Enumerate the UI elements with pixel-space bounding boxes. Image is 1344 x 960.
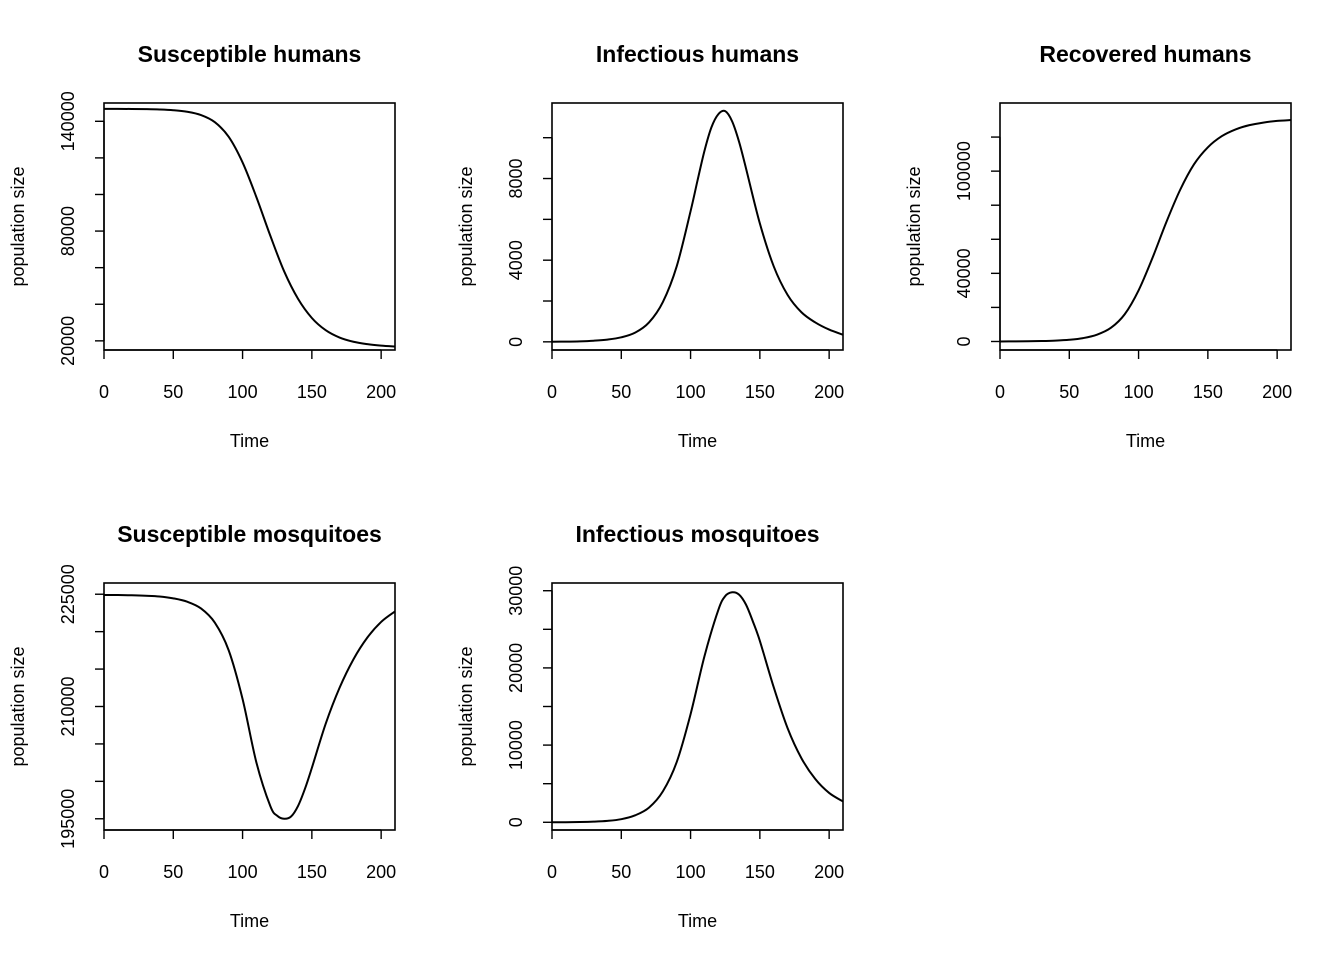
y-tick-label: 225000 [58, 564, 78, 624]
y-tick-label: 4000 [506, 240, 526, 280]
y-tick-label: 210000 [58, 676, 78, 736]
y-tick-label: 100000 [954, 141, 974, 201]
y-tick-label: 0 [954, 336, 974, 346]
series-line-0 [551, 591, 844, 824]
x-tick-label: 200 [814, 382, 844, 402]
panel-0: Susceptible humans 0 50 100 150 200 Time 20000 8… [8, 41, 396, 451]
x-tick-label: 0 [547, 862, 557, 882]
x-tick-label: 100 [228, 862, 258, 882]
y-axis-label: population size [8, 166, 28, 286]
y-tick-label: 80000 [58, 206, 78, 256]
x-axis-label: Time [678, 911, 717, 931]
plot-frame [999, 102, 1292, 351]
y-axis-label: population size [456, 646, 476, 766]
y-tick-label: 10000 [506, 720, 526, 770]
y-tick-label: 40000 [954, 248, 974, 298]
x-tick-label: 50 [1059, 382, 1079, 402]
x-tick-label: 150 [745, 382, 775, 402]
panel-1: Infectious humans 0 50 100 150 200 Time 0 4000 80… [456, 41, 844, 451]
plot-frame [103, 102, 396, 351]
panel-2: Recovered humans 0 50 100 150 200 Time 0 40000 10… [904, 41, 1292, 451]
x-tick-label: 200 [1262, 382, 1292, 402]
x-tick-label: 200 [366, 862, 396, 882]
x-tick-label: 150 [1193, 382, 1223, 402]
y-axis-label: population size [8, 646, 28, 766]
chart-title: Susceptible humans [138, 41, 362, 67]
y-tick-label: 20000 [506, 643, 526, 693]
x-tick-label: 0 [99, 862, 109, 882]
x-tick-label: 50 [611, 382, 631, 402]
x-tick-label: 150 [297, 382, 327, 402]
x-tick-label: 0 [547, 382, 557, 402]
y-tick-label: 20000 [58, 316, 78, 366]
series-line-0 [103, 593, 396, 820]
x-tick-label: 100 [1124, 382, 1154, 402]
x-tick-label: 0 [995, 382, 1005, 402]
series-line-0 [999, 119, 1292, 343]
x-tick-label: 50 [611, 862, 631, 882]
y-tick-label: 0 [506, 817, 526, 827]
plot-frame [103, 582, 396, 831]
chart-title: Recovered humans [1039, 41, 1251, 67]
plot-frame [551, 102, 844, 351]
x-tick-label: 0 [99, 382, 109, 402]
x-axis-label: Time [230, 431, 269, 451]
x-axis-label: Time [1126, 431, 1165, 451]
y-tick-label: 30000 [506, 566, 526, 616]
panel-3: Susceptible mosquitoes 0 50 100 150 200 Time 19… [8, 521, 396, 931]
chart-title: Susceptible mosquitoes [117, 521, 382, 547]
x-tick-label: 150 [745, 862, 775, 882]
x-tick-label: 50 [163, 862, 183, 882]
x-tick-label: 50 [163, 382, 183, 402]
chart-title: Infectious humans [596, 41, 799, 67]
x-tick-label: 200 [814, 862, 844, 882]
plot-frame [551, 582, 844, 831]
chart-title: Infectious mosquitoes [575, 521, 819, 547]
series-line-0 [103, 107, 396, 348]
x-tick-label: 100 [228, 382, 258, 402]
x-tick-label: 200 [366, 382, 396, 402]
y-axis-label: population size [456, 166, 476, 286]
y-tick-label: 140000 [58, 91, 78, 151]
y-tick-label: 0 [506, 337, 526, 347]
x-tick-label: 100 [676, 862, 706, 882]
x-tick-label: 150 [297, 862, 327, 882]
x-tick-label: 100 [676, 382, 706, 402]
x-axis-label: Time [230, 911, 269, 931]
y-tick-label: 8000 [506, 159, 526, 199]
y-tick-label: 195000 [58, 789, 78, 849]
panel-4: Infectious mosquitoes 0 50 100 150 200 Time 0 10… [456, 521, 844, 931]
y-axis-label: population size [904, 166, 924, 286]
series-line-0 [551, 109, 844, 343]
x-axis-label: Time [678, 431, 717, 451]
